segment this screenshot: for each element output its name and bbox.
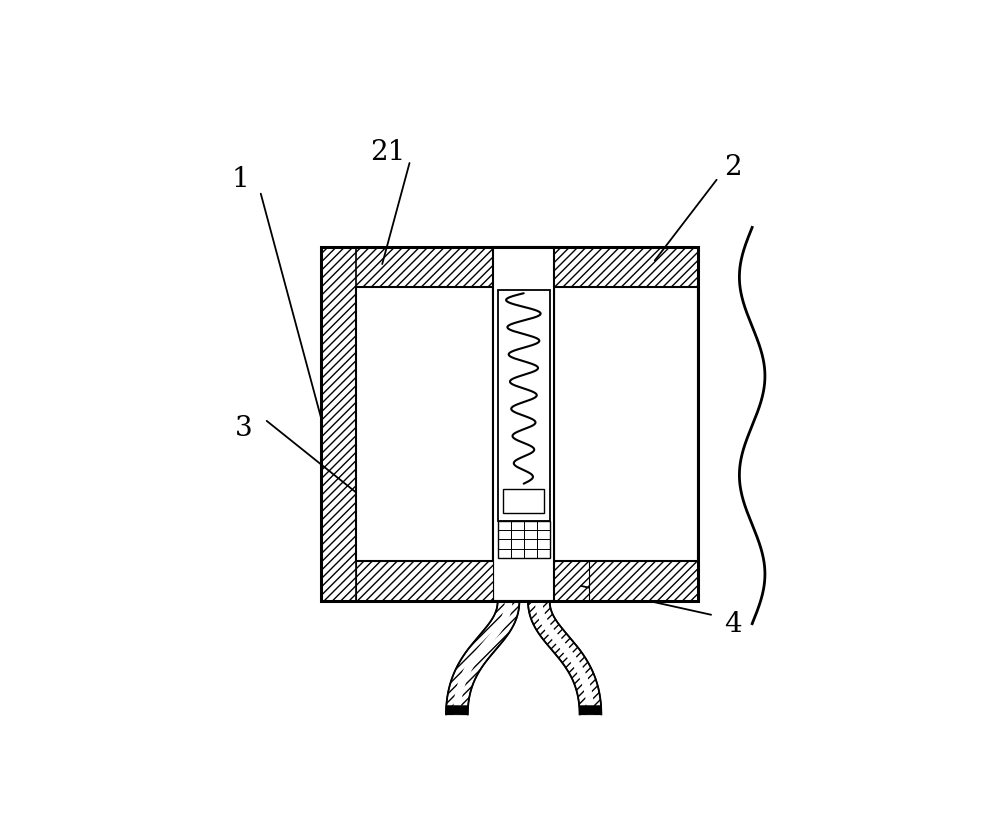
Bar xyxy=(321,247,356,601)
Bar xyxy=(321,247,698,287)
Bar xyxy=(493,247,554,601)
Bar xyxy=(356,287,493,561)
Bar xyxy=(498,290,550,520)
Bar xyxy=(321,561,698,601)
Bar xyxy=(554,287,698,561)
Bar xyxy=(321,247,698,601)
Polygon shape xyxy=(535,601,594,715)
Bar xyxy=(321,247,698,601)
Text: 2: 2 xyxy=(724,154,742,182)
Bar xyxy=(356,561,493,601)
Text: 1: 1 xyxy=(232,166,250,193)
Polygon shape xyxy=(446,601,519,715)
Text: 4: 4 xyxy=(724,612,742,638)
Text: 5: 5 xyxy=(673,441,691,468)
Text: 3: 3 xyxy=(235,415,253,442)
Polygon shape xyxy=(446,706,468,715)
Polygon shape xyxy=(528,601,601,715)
Polygon shape xyxy=(453,601,512,715)
Bar xyxy=(589,561,698,601)
Polygon shape xyxy=(580,706,601,715)
Text: 21: 21 xyxy=(370,139,406,165)
Bar xyxy=(503,489,544,513)
Bar xyxy=(498,520,550,558)
